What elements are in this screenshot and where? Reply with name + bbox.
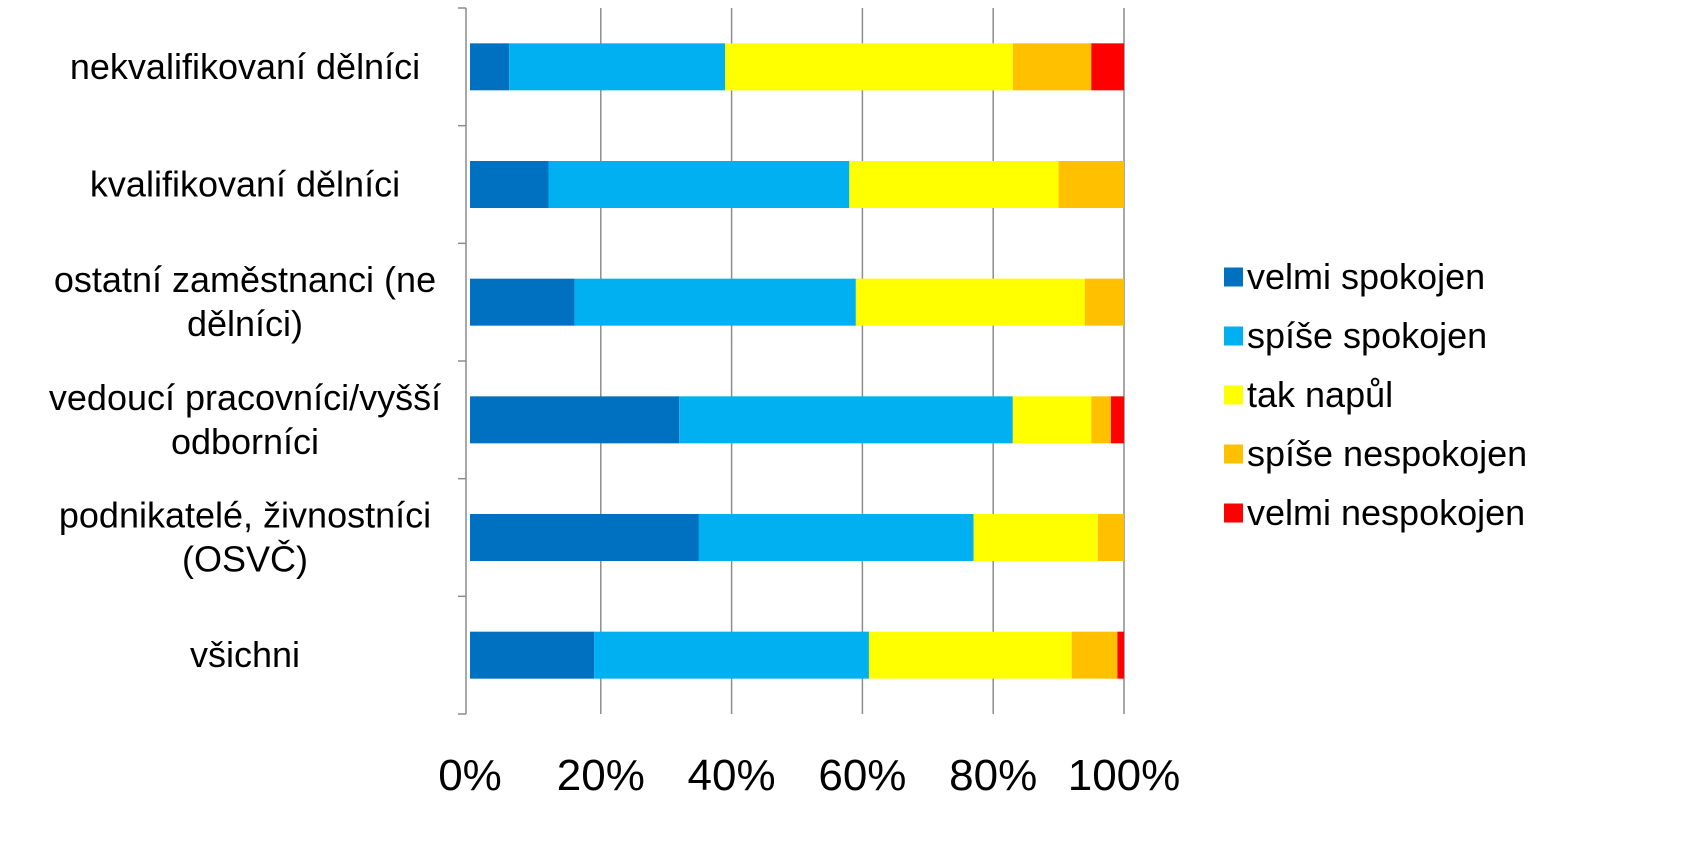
bar-segment-spíše-spokojen — [698, 514, 974, 561]
bar-segment-spíše-nespokojen — [1012, 43, 1092, 91]
bar-segment-velmi-nespokojen — [1091, 43, 1124, 91]
category-label: kvalifikovaní dělníci — [90, 164, 400, 205]
bar-segment-tak-napůl — [725, 43, 1013, 91]
bar-segment-spíše-spokojen — [574, 278, 856, 326]
category-labels: nekvalifikovaní dělníci kvalifikovaní děl… — [49, 46, 441, 675]
bar-segment-tak-napůl — [868, 631, 1072, 679]
category-label: všichni — [190, 634, 300, 675]
bar-segment-velmi-spokojen — [470, 631, 595, 679]
bar-segment-velmi-nespokojen — [1117, 631, 1124, 679]
category-label: podnikatelé, živnostníci (OSVČ) — [59, 495, 431, 580]
gridlines — [600, 8, 1125, 714]
bar-segment-spíše-spokojen — [509, 43, 726, 91]
bar-segment-spíše-nespokojen — [1091, 396, 1111, 444]
bar-segment-spíše-spokojen — [679, 396, 1013, 444]
legend-label: tak napůl — [1247, 374, 1393, 415]
x-tick-label: 60% — [818, 751, 906, 800]
bar-segment-spíše-nespokojen — [1058, 161, 1124, 208]
x-tick-label: 0% — [438, 751, 502, 800]
legend-swatch — [1224, 503, 1243, 523]
legend-swatch — [1224, 444, 1243, 464]
bar-segment-velmi-spokojen — [470, 278, 575, 326]
x-tick-label: 100% — [1068, 751, 1181, 800]
bars — [470, 43, 1124, 679]
category-label-line: všichni — [190, 634, 300, 675]
category-label-line: dělníci) — [187, 303, 303, 344]
bar-segment-velmi-spokojen — [470, 161, 549, 208]
category-label-line: nekvalifikovaní dělníci — [70, 46, 420, 87]
category-label-line: podnikatelé, živnostníci — [59, 495, 431, 536]
legend-label: velmi spokojen — [1247, 256, 1485, 297]
legend: velmi spokojen spíše spokojen tak napůl spí… — [1224, 256, 1527, 533]
category-label: ostatní zaměstnanci (ne dělníci) — [54, 259, 436, 344]
bar-segment-tak-napůl — [855, 278, 1085, 326]
legend-swatch — [1224, 326, 1243, 346]
bar-segment-spíše-nespokojen — [1071, 631, 1118, 679]
bar-segment-velmi-spokojen — [470, 43, 510, 91]
legend-swatch — [1224, 267, 1243, 287]
axes — [458, 7, 467, 715]
x-tick-label: 80% — [949, 751, 1037, 800]
bar-segment-spíše-spokojen — [548, 161, 850, 208]
bar-segment-spíše-nespokojen — [1097, 514, 1124, 561]
legend-label: spíše nespokojen — [1247, 433, 1527, 474]
bar-segment-tak-napůl — [973, 514, 1098, 561]
legend-label: spíše spokojen — [1247, 315, 1487, 356]
x-tick-label: 20% — [557, 751, 645, 800]
bar-segment-velmi-nespokojen — [1110, 396, 1124, 444]
bar-segment-tak-napůl — [1012, 396, 1092, 444]
bar-segment-spíše-spokojen — [594, 631, 869, 679]
category-label: vedoucí pracovníci/vyšší odborníci — [49, 377, 441, 462]
category-label-line: (OSVČ) — [182, 539, 308, 580]
legend-label: velmi nespokojen — [1247, 492, 1525, 533]
category-label-line: kvalifikovaní dělníci — [90, 164, 400, 205]
legend-swatch — [1224, 385, 1243, 405]
x-tick-label: 40% — [688, 751, 776, 800]
bar-segment-tak-napůl — [849, 161, 1059, 208]
bar-segment-spíše-nespokojen — [1084, 278, 1124, 326]
category-label-line: ostatní zaměstnanci (ne — [54, 259, 436, 300]
category-label-line: vedoucí pracovníci/vyšší — [49, 377, 441, 418]
category-label-line: odborníci — [171, 421, 319, 462]
x-tick-labels: 0% 20% 40% 60% 80% 100% — [438, 751, 1180, 800]
category-label: nekvalifikovaní dělníci — [70, 46, 420, 87]
bar-segment-velmi-spokojen — [470, 396, 680, 444]
bar-segment-velmi-spokojen — [470, 514, 699, 561]
